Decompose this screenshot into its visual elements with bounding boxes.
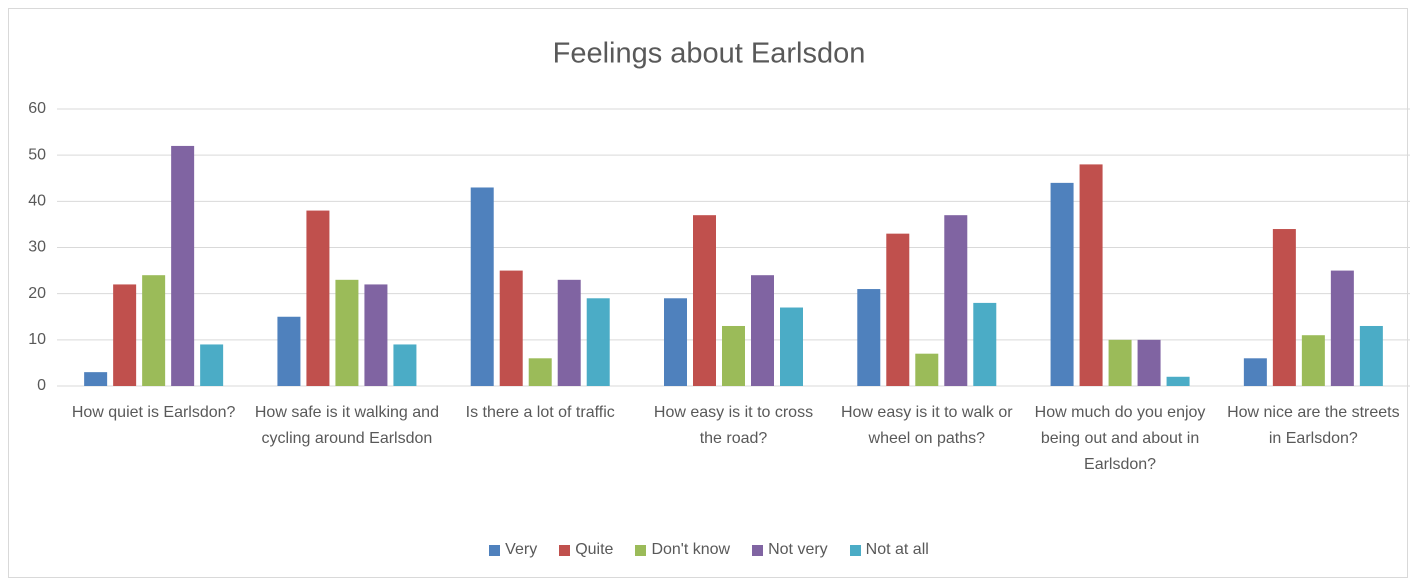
x-tick-label: How much do you enjoy being out and abou… (1034, 404, 1206, 473)
bar (277, 316, 301, 386)
bar (693, 215, 716, 386)
bar (1137, 339, 1161, 386)
bar (780, 307, 803, 386)
bar (200, 344, 224, 386)
bar (751, 275, 774, 386)
y-tick-label: 10 (28, 331, 46, 348)
bar (722, 325, 745, 386)
bar (306, 210, 330, 386)
bar (1166, 376, 1190, 386)
bar (1359, 325, 1383, 386)
bar (470, 187, 494, 386)
bar (557, 279, 581, 386)
y-tick-label: 40 (28, 193, 46, 210)
legend-item: Not at all (849, 541, 929, 559)
y-tick-label: 60 (28, 100, 46, 117)
legend-label: Not very (768, 541, 828, 558)
chart-border (8, 8, 1408, 578)
bar (364, 284, 388, 386)
x-tick-label: Is there a lot of traffic (465, 404, 615, 421)
legend-item: Don't know (635, 541, 730, 559)
bar (113, 284, 137, 386)
bar (1301, 335, 1325, 386)
legend-item: Not very (752, 541, 828, 559)
bar (335, 279, 359, 386)
x-tick-label: How nice are the streets in Earlsdon? (1227, 404, 1400, 447)
x-tick-label: How easy is it to cross the road? (653, 404, 814, 447)
legend-item: Very (489, 541, 537, 559)
bar (857, 289, 881, 386)
legend-swatch (489, 544, 501, 556)
legend-swatch (752, 544, 764, 556)
bar (1243, 358, 1267, 386)
legend-item: Quite (559, 541, 613, 559)
bar (1079, 164, 1103, 386)
legend-label: Quite (575, 541, 614, 558)
x-tick-label: How quiet is Earlsdon? (71, 404, 236, 421)
x-tick-label: How safe is it walking and cycling aroun… (254, 404, 439, 447)
bar (944, 215, 968, 386)
legend-swatch (635, 544, 647, 556)
bar (171, 145, 195, 386)
bar (915, 353, 939, 386)
chart-title: Feelings about Earlsdon (553, 38, 866, 70)
bar (393, 344, 417, 386)
x-tick-label: How easy is it to walk or wheel on paths… (840, 404, 1013, 447)
y-tick-label: 30 (28, 239, 46, 256)
bar (1108, 339, 1132, 386)
bar (1272, 229, 1296, 386)
bar (84, 372, 108, 386)
legend-label: Very (505, 541, 538, 558)
y-tick-label: 50 (28, 146, 46, 163)
legend-label: Don't know (651, 541, 731, 558)
legend-swatch (849, 544, 861, 556)
bar (528, 358, 552, 386)
y-tick-label: 20 (28, 285, 46, 302)
y-tick-label: 0 (37, 377, 46, 394)
legend: Very Quite Don't know Not very Not at all (0, 541, 1418, 559)
bar (142, 275, 166, 386)
bar (973, 302, 997, 386)
legend-label: Not at all (865, 541, 929, 558)
bar (499, 270, 523, 386)
bar (1330, 270, 1354, 386)
bar (1050, 182, 1074, 386)
bar (664, 298, 687, 386)
bar (886, 233, 910, 386)
bar (586, 298, 610, 386)
legend-swatch (559, 544, 571, 556)
